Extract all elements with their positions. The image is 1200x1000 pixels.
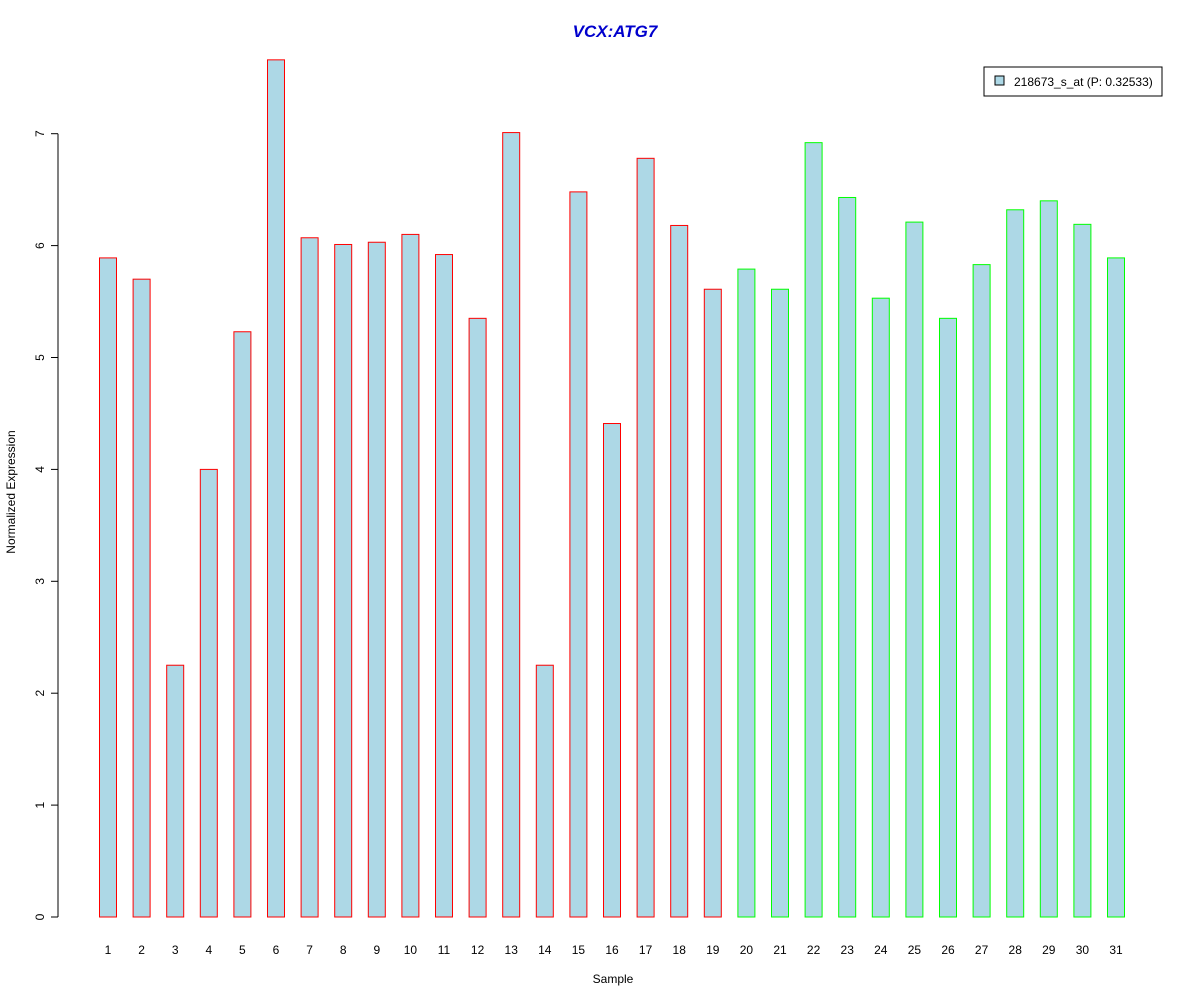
- y-tick-label: 2: [33, 690, 47, 697]
- legend-entry-label: 218673_s_at (P: 0.32533): [1014, 75, 1153, 89]
- bar-sample-14: [535, 664, 554, 918]
- bar-sample-18: [670, 224, 689, 918]
- bar-sample-12: [468, 317, 487, 918]
- bar-sample-13: [502, 132, 521, 918]
- x-tick-label: 24: [874, 943, 888, 957]
- x-tick-label: 14: [538, 943, 552, 957]
- bar-sample-26: [939, 317, 957, 918]
- legend: 218673_s_at (P: 0.32533): [983, 66, 1163, 97]
- bar-sample-19: [703, 288, 722, 918]
- x-tick-label: 18: [673, 943, 687, 957]
- x-tick-label: 19: [706, 943, 720, 957]
- bar-sample-5: [233, 331, 252, 918]
- bar-sample-28: [1006, 209, 1025, 918]
- bar-sample-17: [636, 157, 655, 918]
- bar-sample-30: [1073, 223, 1092, 918]
- x-tick-label: 6: [273, 943, 280, 957]
- x-tick-label: 29: [1042, 943, 1056, 957]
- bar-sample-24: [871, 297, 890, 918]
- bar-sample-23: [838, 196, 857, 918]
- bar-sample-6: [267, 59, 285, 918]
- x-tick-label: 5: [239, 943, 246, 957]
- bar-sample-2: [132, 278, 151, 918]
- bar-sample-4: [199, 468, 218, 918]
- x-tick-label: 15: [572, 943, 586, 957]
- x-tick-label: 21: [773, 943, 787, 957]
- legend-swatch: [994, 75, 1005, 86]
- x-tick-label: 2: [138, 943, 145, 957]
- x-tick-label: 25: [908, 943, 922, 957]
- x-tick-label: 10: [404, 943, 418, 957]
- x-tick-label: 20: [740, 943, 754, 957]
- x-tick-label: 9: [373, 943, 380, 957]
- bar-sample-1: [99, 257, 117, 918]
- x-tick-label: 7: [306, 943, 313, 957]
- bar-sample-21: [771, 288, 789, 918]
- bar-sample-10: [401, 233, 420, 918]
- x-tick-label: 1: [105, 943, 112, 957]
- x-tick-label: 27: [975, 943, 989, 957]
- x-tick-label: 30: [1076, 943, 1090, 957]
- y-tick-label: 6: [33, 242, 47, 249]
- bar-sample-8: [334, 243, 353, 918]
- x-tick-label: 12: [471, 943, 485, 957]
- x-tick-label: 11: [438, 943, 451, 957]
- y-tick-label: 0: [33, 913, 47, 920]
- bar-sample-22: [804, 142, 823, 918]
- y-tick-label: 7: [33, 130, 47, 137]
- bar-sample-27: [972, 264, 991, 918]
- chart-title: VCX:ATG7: [573, 22, 659, 41]
- legend-box: [983, 66, 1163, 97]
- y-axis: 0 1 2 3 4 5 6 7: [33, 130, 59, 920]
- bar-sample-25: [905, 221, 924, 918]
- y-tick-label: 1: [33, 801, 47, 808]
- bar-sample-3: [166, 664, 185, 918]
- x-tick-label: 8: [340, 943, 347, 957]
- x-tick-label: 3: [172, 943, 179, 957]
- x-tick-label: 13: [505, 943, 519, 957]
- bar-sample-7: [300, 237, 319, 918]
- bar-sample-16: [603, 423, 621, 918]
- bar-sample-20: [737, 268, 756, 918]
- bar-sample-11: [435, 254, 453, 918]
- x-tick-label: 17: [639, 943, 653, 957]
- x-tick-label: 16: [605, 943, 619, 957]
- y-axis-label: Normalized Expression: [4, 430, 18, 553]
- y-tick-label: 3: [33, 578, 47, 585]
- bar-sample-31: [1107, 257, 1125, 918]
- x-tick-label: 22: [807, 943, 821, 957]
- x-axis-label: Sample: [593, 972, 634, 986]
- bar-sample-9: [367, 241, 386, 918]
- x-tick-label: 23: [841, 943, 855, 957]
- bars-group: [99, 59, 1125, 918]
- y-tick-label: 5: [33, 354, 47, 361]
- x-tick-label: 4: [205, 943, 212, 957]
- x-tick-label: 26: [941, 943, 955, 957]
- x-tick-label: 28: [1009, 943, 1023, 957]
- x-tick-labels: 1 2 3 4 5 6 7 8 9 10 11 12 13 14 15 16 17 18 19 20 21 22 23 24 2…: [105, 943, 1123, 957]
- x-tick-label: 31: [1109, 943, 1123, 957]
- bar-sample-29: [1039, 200, 1058, 918]
- bar-sample-15: [569, 191, 588, 918]
- y-tick-label: 4: [33, 466, 47, 473]
